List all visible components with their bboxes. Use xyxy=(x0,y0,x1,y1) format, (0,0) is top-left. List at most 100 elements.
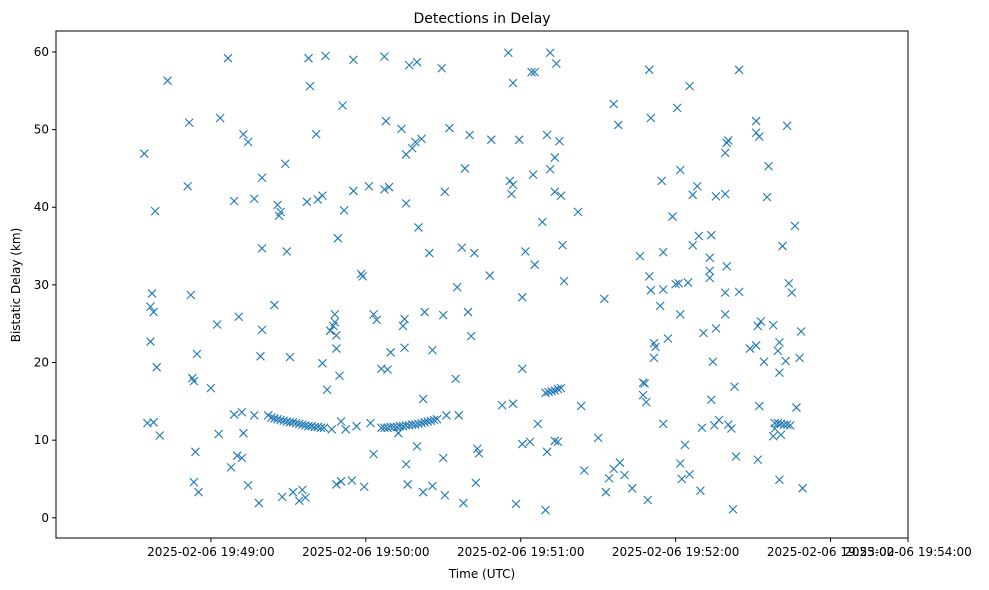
data-point xyxy=(380,185,389,194)
data-point xyxy=(635,251,645,261)
data-point xyxy=(792,403,801,412)
data-point xyxy=(384,182,394,192)
data-point xyxy=(459,498,468,508)
data-point xyxy=(556,191,566,200)
data-point xyxy=(754,401,764,411)
data-point xyxy=(517,292,527,302)
data-point xyxy=(454,410,464,420)
data-point xyxy=(692,181,702,191)
data-point xyxy=(347,476,357,485)
x-tick-label: 2025-02-06 19:53:00 xyxy=(767,545,894,559)
data-point xyxy=(727,424,736,433)
data-point xyxy=(316,423,326,433)
data-point xyxy=(545,48,555,58)
data-point xyxy=(215,113,225,123)
data-point xyxy=(147,289,157,298)
data-point xyxy=(579,466,589,475)
data-point xyxy=(508,399,518,409)
data-point xyxy=(627,483,637,493)
data-point xyxy=(784,278,794,288)
data-point xyxy=(465,130,474,140)
data-point xyxy=(550,187,560,197)
data-point xyxy=(768,320,778,330)
data-point xyxy=(359,482,369,492)
data-point xyxy=(530,67,540,77)
data-point xyxy=(194,487,203,497)
data-point xyxy=(775,337,784,347)
data-point xyxy=(508,180,518,190)
data-point xyxy=(723,136,733,145)
data-point xyxy=(599,294,609,304)
data-point xyxy=(643,495,653,505)
data-point xyxy=(790,221,800,231)
data-point xyxy=(778,241,787,251)
data-point xyxy=(745,344,755,353)
data-point xyxy=(163,76,172,86)
data-point xyxy=(514,135,524,145)
data-point xyxy=(503,48,513,58)
data-point xyxy=(146,337,155,346)
data-point xyxy=(372,315,382,325)
data-point xyxy=(237,407,247,417)
data-point xyxy=(787,288,797,298)
data-point xyxy=(234,312,244,322)
data-point xyxy=(555,136,564,146)
data-point xyxy=(688,190,698,200)
data-point xyxy=(685,81,694,91)
data-point xyxy=(386,422,395,432)
data-point xyxy=(613,120,623,130)
data-point xyxy=(304,53,313,63)
data-point xyxy=(184,118,194,128)
data-point xyxy=(273,200,282,210)
data-point xyxy=(243,480,253,490)
data-point xyxy=(714,415,724,425)
data-point xyxy=(705,266,715,276)
data-point xyxy=(369,310,378,319)
data-point xyxy=(655,301,665,311)
data-point xyxy=(149,307,158,317)
data-point xyxy=(401,198,411,208)
data-point xyxy=(239,129,248,139)
data-point xyxy=(428,345,437,355)
data-point xyxy=(773,346,783,356)
data-point xyxy=(438,453,448,463)
data-point xyxy=(420,307,430,317)
x-tick-label: 2025-02-06 19:52:00 xyxy=(612,545,739,559)
data-point xyxy=(768,431,778,441)
data-point xyxy=(530,260,540,270)
data-point xyxy=(305,81,315,91)
y-axis-label: Bistatic Delay (km) xyxy=(9,228,23,343)
data-point xyxy=(429,415,439,425)
data-point xyxy=(517,364,527,374)
data-point xyxy=(699,328,708,338)
data-point xyxy=(649,353,659,363)
data-point xyxy=(338,101,347,110)
data-point xyxy=(276,207,286,217)
data-point xyxy=(706,395,716,405)
data-point xyxy=(183,181,193,191)
data-point xyxy=(445,123,454,133)
data-point xyxy=(270,300,279,310)
data-point xyxy=(782,420,792,430)
data-point xyxy=(685,469,694,479)
data-point xyxy=(457,243,467,253)
data-point xyxy=(723,420,733,430)
data-point xyxy=(508,78,518,88)
data-point xyxy=(352,421,361,431)
data-point xyxy=(593,433,603,443)
data-point xyxy=(254,498,264,508)
data-point xyxy=(486,135,496,145)
data-point xyxy=(615,458,625,468)
data-point xyxy=(762,192,772,202)
data-point xyxy=(709,421,719,430)
data-point xyxy=(294,496,304,506)
data-point xyxy=(318,358,327,368)
data-point xyxy=(474,448,484,458)
data-point xyxy=(376,423,386,433)
data-point xyxy=(288,487,298,497)
data-point xyxy=(330,310,340,319)
data-point xyxy=(556,383,566,393)
data-point xyxy=(553,437,563,447)
data-point xyxy=(751,128,761,138)
